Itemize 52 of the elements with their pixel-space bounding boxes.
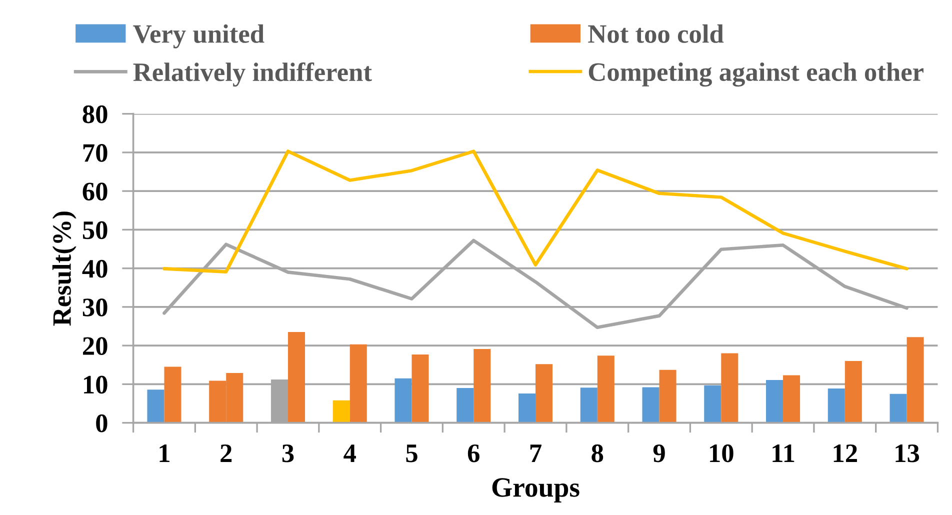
bar bbox=[890, 394, 907, 423]
y-axis-title: Result(%) bbox=[52, 212, 76, 326]
bar bbox=[659, 370, 676, 423]
legend-label: Very united bbox=[133, 24, 264, 48]
bar bbox=[394, 378, 412, 423]
legend-label: Not too cold bbox=[588, 24, 724, 43]
bar bbox=[350, 344, 367, 423]
bar bbox=[332, 400, 350, 423]
x-tick-label: 10 bbox=[710, 444, 734, 462]
y-tick-label: 30 bbox=[82, 298, 108, 316]
x-tick-label: 4 bbox=[344, 444, 356, 462]
x-tick-label: 3 bbox=[282, 444, 294, 462]
x-tick-label: 6 bbox=[468, 444, 480, 462]
line-series bbox=[162, 150, 908, 274]
bar bbox=[704, 385, 722, 423]
bar bbox=[456, 388, 474, 423]
x-tick-label: 11 bbox=[772, 444, 794, 462]
y-tick-label: 70 bbox=[83, 144, 108, 162]
x-tick-label: 1 bbox=[160, 444, 170, 462]
y-tick-label: 80 bbox=[82, 105, 108, 124]
y-tick-label: 10 bbox=[84, 376, 108, 394]
legend-label: Relatively indifferent bbox=[133, 62, 372, 87]
bar bbox=[906, 337, 924, 423]
bar bbox=[580, 388, 598, 423]
x-tick-label: 5 bbox=[406, 444, 418, 462]
bar bbox=[828, 388, 845, 423]
y-tick-label: 0 bbox=[96, 414, 108, 432]
bar bbox=[288, 332, 305, 423]
bar bbox=[164, 366, 182, 423]
bar bbox=[721, 353, 738, 423]
bar bbox=[642, 387, 660, 423]
x-tick-label: 2 bbox=[220, 444, 232, 462]
x-tick-label: 8 bbox=[592, 444, 604, 462]
x-tick-label: 12 bbox=[834, 444, 857, 462]
bar bbox=[147, 390, 164, 423]
bar bbox=[844, 361, 862, 423]
x-axis-title: Groups bbox=[492, 478, 580, 502]
y-tick-label: 50 bbox=[82, 221, 108, 240]
bar bbox=[783, 375, 800, 423]
bar bbox=[597, 356, 614, 423]
bar bbox=[536, 364, 553, 423]
bar bbox=[766, 380, 784, 423]
y-tick-label: 60 bbox=[82, 182, 108, 200]
y-tick-label: 40 bbox=[82, 260, 108, 278]
bar bbox=[474, 349, 491, 423]
bar bbox=[518, 393, 536, 423]
y-tick-label: 20 bbox=[83, 337, 108, 355]
x-tick-label: 7 bbox=[530, 444, 542, 462]
x-tick-label: 9 bbox=[653, 444, 665, 462]
x-tick-label: 13 bbox=[896, 444, 920, 462]
legend-label: Competing against each other bbox=[588, 62, 924, 87]
bar bbox=[412, 354, 429, 423]
